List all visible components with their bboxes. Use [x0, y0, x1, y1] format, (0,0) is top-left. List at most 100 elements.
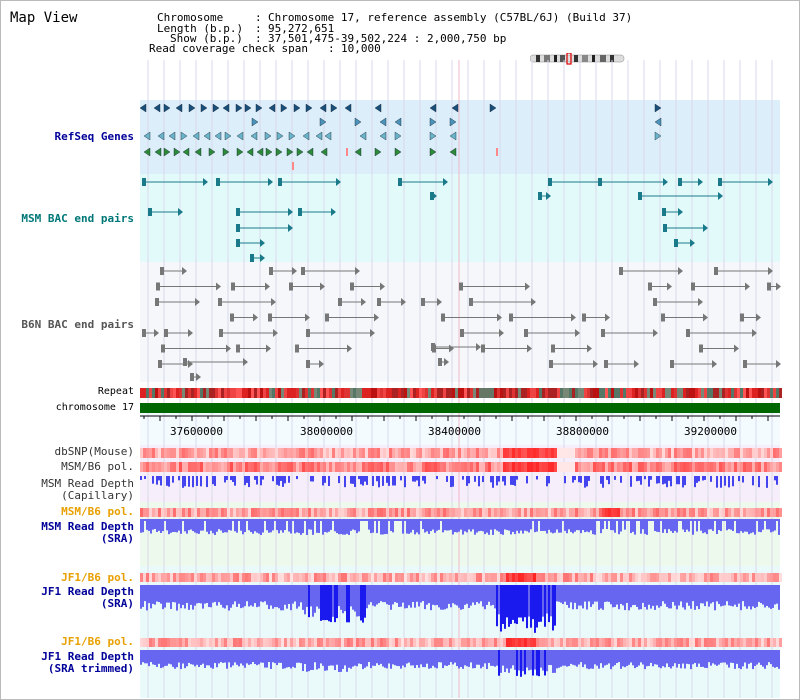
polymorphism-cell — [698, 573, 701, 582]
read-depth-bar — [454, 650, 456, 663]
polymorphism-cell — [692, 448, 695, 458]
read-depth-bar — [446, 650, 448, 667]
polymorphism-cell — [671, 508, 674, 517]
polymorphism-cell — [548, 508, 551, 517]
polymorphism-cell — [698, 448, 701, 458]
polymorphism-cell — [476, 638, 479, 647]
track-label-dbsnp[interactable]: dbSNP(Mouse) — [54, 445, 134, 458]
repeat-segment — [479, 388, 482, 398]
polymorphism-cell — [197, 508, 200, 517]
gene-arrow — [449, 131, 457, 141]
read-depth-bar — [504, 519, 506, 530]
read-depth-bar — [508, 650, 510, 673]
polymorphism-cell — [626, 448, 629, 458]
polymorphism-cell — [518, 573, 521, 582]
repeat-segment — [575, 388, 578, 398]
track-label-b6n-bac[interactable]: B6N BAC end pairs — [21, 318, 134, 331]
read-depth-bar — [378, 519, 380, 521]
read-depth-bar — [170, 519, 172, 533]
polymorphism-cell — [332, 508, 335, 517]
read-depth-bar — [724, 519, 726, 521]
read-depth-bar — [462, 519, 464, 535]
read-depth-bar — [264, 650, 266, 668]
polymorphism-cell — [572, 462, 575, 472]
read-depth-bar — [610, 519, 612, 531]
polymorphism-cell — [185, 638, 188, 647]
polymorphism-cell — [452, 508, 455, 517]
read-depth-bar — [316, 519, 318, 533]
polymorphism-cell — [404, 508, 407, 517]
read-depth-bar — [576, 585, 578, 610]
read-depth-bar — [208, 519, 210, 535]
polymorphism-cell — [287, 508, 290, 517]
read-depth-bar — [362, 650, 364, 670]
polymorphism-cell — [458, 448, 461, 458]
read-depth-bar — [168, 585, 170, 603]
polymorphism-cell — [530, 638, 533, 647]
polymorphism-cell — [272, 638, 275, 647]
polymorphism-cell — [686, 573, 689, 582]
b6n-bac-pair-end — [401, 298, 406, 306]
read-depth-bar — [720, 650, 722, 663]
read-depth-bar — [382, 519, 384, 535]
chromosome-ideogram[interactable] — [530, 53, 626, 65]
polymorphism-cell — [203, 462, 206, 472]
polymorphism-cell — [737, 462, 740, 472]
gene-arrow — [200, 103, 208, 113]
track-label-chromosome[interactable]: chromosome 17 — [55, 402, 134, 413]
track-label-msm-depth-sra[interactable]: MSM Read Depth — [41, 520, 134, 533]
read-depth-bar — [336, 585, 338, 619]
repeat-segment — [701, 388, 704, 398]
track-label-jf1-pol-2[interactable]: JF1/B6 pol. — [61, 635, 134, 648]
gene-arrow — [268, 103, 276, 113]
polymorphism-cell — [755, 508, 758, 517]
polymorphism-cell — [362, 573, 365, 582]
track-label-refseq[interactable]: RefSeq Genes — [54, 130, 134, 143]
track-label-jf1-depth-trimmed[interactable]: JF1 Read Depth — [41, 650, 134, 663]
polymorphism-cell — [251, 508, 254, 517]
track-label-jf1-pol-1[interactable]: JF1/B6 pol. — [61, 571, 134, 584]
track-label-msm-depth-capillary[interactable]: MSM Read Depth — [41, 477, 134, 490]
b6n-bac-pair-end — [703, 313, 708, 322]
track-label-msm-pol-2[interactable]: MSM/B6 pol. — [61, 505, 134, 518]
b6n-bac-pair-end — [653, 329, 658, 337]
gene-arrow — [305, 103, 313, 113]
repeat-segment — [245, 388, 248, 398]
track-label-jf1-depth-sra[interactable]: JF1 Read Depth — [41, 585, 134, 598]
polymorphism-cell — [614, 462, 617, 472]
b6n-bac-pair-end — [431, 343, 435, 351]
read-depth-bar — [206, 585, 208, 603]
polymorphism-cell — [683, 638, 686, 647]
read-depth-bar — [746, 519, 748, 532]
polymorphism-cell — [281, 448, 284, 458]
read-depth-bar — [164, 585, 166, 608]
read-depth-bar — [474, 519, 476, 535]
read-depth-bar — [308, 519, 310, 530]
read-depth-bar — [660, 585, 662, 607]
read-depth-bar — [740, 650, 742, 670]
read-depth-bar — [684, 650, 686, 669]
polymorphism-cell — [680, 508, 683, 517]
polymorphism-cell — [341, 638, 344, 647]
polymorphism-cell — [749, 448, 752, 458]
read-depth-bar — [472, 650, 474, 669]
polymorphism-cell — [248, 638, 251, 647]
read-depth-bar — [404, 476, 406, 488]
repeat-segment — [452, 388, 455, 398]
polymorphism-cell — [464, 508, 467, 517]
track-label-msm-pol-1[interactable]: MSM/B6 pol. — [61, 460, 134, 473]
polymorphism-cell — [632, 448, 635, 458]
polymorphism-cell — [212, 448, 215, 458]
polymorphism-cell — [365, 462, 368, 472]
b6n-bac-pair-end — [686, 329, 690, 337]
polymorphism-cell — [611, 573, 614, 582]
read-depth-bar — [300, 585, 302, 603]
read-depth-bar — [716, 585, 718, 602]
read-depth-bar — [702, 585, 704, 604]
read-depth-bar — [280, 476, 282, 481]
polymorphism-cell — [689, 508, 692, 517]
track-label-msm-bac[interactable]: MSM BAC end pairs — [21, 212, 134, 225]
read-depth-bar — [212, 519, 214, 534]
track-label-repeat[interactable]: Repeat — [97, 386, 134, 397]
